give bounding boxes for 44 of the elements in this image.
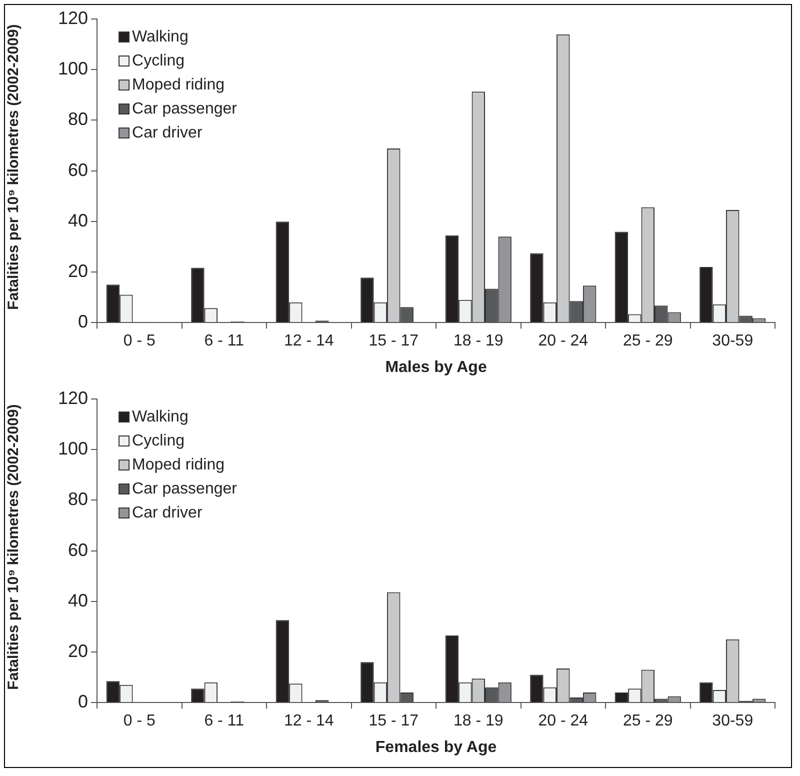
x-tick-label: 25 - 29 <box>622 712 673 730</box>
x-tick-label: 0 - 5 <box>123 332 156 350</box>
x-tick-label: 18 - 19 <box>453 332 504 350</box>
x-tick-label: 6 - 11 <box>204 712 244 730</box>
y-tick-label: 100 <box>58 438 88 459</box>
y-tick-label: 60 <box>68 540 88 560</box>
legend-label: Car driver <box>132 504 203 522</box>
x-tick-label: 12 - 14 <box>284 332 334 350</box>
y-tick-label: 40 <box>68 210 88 230</box>
y-tick-label: 40 <box>68 590 88 610</box>
legend-label: Car driver <box>132 124 203 142</box>
x-tick-label: 15 - 17 <box>368 712 419 730</box>
x-tick-label: 12 - 14 <box>284 712 334 730</box>
legend-label: Walking <box>132 408 188 426</box>
x-tick-label: 30-59 <box>712 712 754 730</box>
y-tick-label: 20 <box>68 640 88 661</box>
y-tick-label: 60 <box>68 160 88 180</box>
x-tick-label: 15 - 17 <box>368 332 419 350</box>
x-tick-label: 6 - 11 <box>204 332 244 350</box>
y-axis-title: Fatalities per 10⁹ kilometres (2002-2009) <box>5 23 23 312</box>
y-tick-label: 20 <box>68 260 88 281</box>
y-tick-label: 120 <box>58 8 88 28</box>
y-tick-label: 0 <box>78 312 88 332</box>
legend-label: Car passenger <box>132 480 238 498</box>
legend-label: Cycling <box>132 52 184 70</box>
legend-label: Walking <box>132 28 188 46</box>
x-tick-label: 30-59 <box>712 332 754 350</box>
legend-label: Cycling <box>132 432 184 450</box>
y-tick-label: 0 <box>78 692 88 712</box>
y-tick-label: 120 <box>58 388 88 408</box>
y-axis-title: Fatalities per 10⁹ kilometres (2002-2009) <box>5 403 23 692</box>
x-tick-label: 20 - 24 <box>538 712 588 730</box>
y-tick-label: 100 <box>58 58 88 79</box>
y-tick-label: 80 <box>68 109 88 130</box>
legend-label: Car passenger <box>132 100 238 118</box>
legend-label: Moped riding <box>132 76 225 94</box>
legend-label: Moped riding <box>132 456 225 474</box>
x-tick-label: 18 - 19 <box>453 712 504 730</box>
x-tick-label: 0 - 5 <box>123 712 156 730</box>
y-tick-label: 80 <box>68 489 88 510</box>
x-tick-label: 20 - 24 <box>538 332 588 350</box>
x-tick-label: 25 - 29 <box>622 332 673 350</box>
x-axis-title: Males by Age <box>385 358 487 376</box>
x-axis-title: Females by Age <box>375 738 497 756</box>
